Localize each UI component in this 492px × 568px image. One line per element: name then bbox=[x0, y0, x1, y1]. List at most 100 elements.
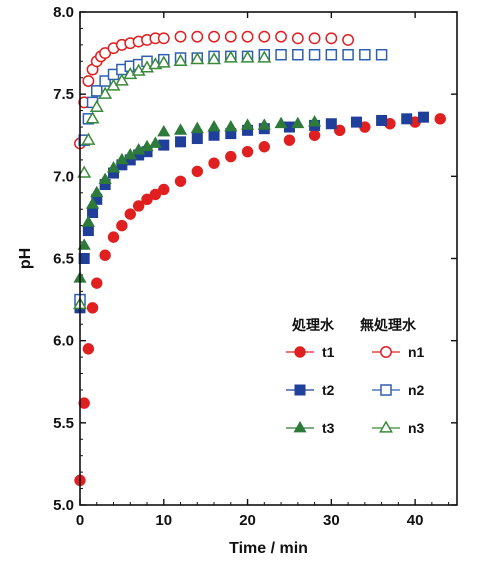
plot-frame bbox=[79, 11, 458, 506]
data-point-t2 bbox=[191, 133, 203, 145]
data-point-t1 bbox=[158, 183, 170, 196]
data-point-n3 bbox=[173, 53, 188, 66]
data-point-n2 bbox=[325, 48, 338, 61]
data-point-t2 bbox=[325, 118, 337, 130]
data-point-n3 bbox=[114, 73, 129, 86]
data-point-n2 bbox=[275, 48, 287, 61]
x-tick-label: 30 bbox=[323, 512, 340, 529]
data-point-n3 bbox=[89, 99, 104, 112]
data-point-n1 bbox=[157, 32, 170, 45]
data-point-n1 bbox=[291, 32, 304, 45]
y-tick-label: 5.5 bbox=[53, 415, 74, 432]
data-point-n3 bbox=[223, 50, 238, 63]
data-point-t1 bbox=[283, 134, 296, 146]
legend-entry-t1: t1 bbox=[286, 344, 335, 360]
legend-marker-t3 bbox=[293, 420, 307, 433]
y-tick-label: 5.0 bbox=[53, 497, 74, 514]
x-axis-ticks: 0 10 20 30 40 bbox=[76, 12, 450, 529]
data-point-t1 bbox=[124, 208, 136, 220]
data-point-t2 bbox=[78, 253, 90, 264]
data-point-n2 bbox=[359, 48, 371, 61]
x-axis-label: Time / min bbox=[229, 540, 308, 557]
data-point-t2 bbox=[87, 206, 99, 218]
legend-marker-n3 bbox=[379, 420, 393, 433]
data-point-t3 bbox=[106, 161, 121, 173]
data-point-t2 bbox=[208, 129, 220, 141]
data-point-t3 bbox=[90, 185, 104, 198]
data-point-n3 bbox=[257, 50, 272, 63]
data-point-t2 bbox=[350, 116, 362, 128]
legend-label-n1: n1 bbox=[408, 344, 425, 360]
legend-entry-t2: t2 bbox=[286, 382, 335, 398]
data-point-n1 bbox=[174, 30, 187, 43]
x-tick-label: 20 bbox=[239, 512, 256, 529]
data-point-n1 bbox=[308, 32, 321, 45]
data-point-t2 bbox=[82, 225, 94, 237]
data-point-t1 bbox=[116, 219, 128, 232]
data-point-t3 bbox=[132, 143, 146, 155]
data-point-n1 bbox=[258, 30, 271, 43]
data-point-t1 bbox=[225, 150, 237, 163]
data-series bbox=[73, 30, 446, 487]
series-n2 bbox=[74, 48, 388, 306]
data-point-t1 bbox=[434, 113, 446, 125]
data-point-n3 bbox=[156, 55, 171, 68]
data-point-t1 bbox=[149, 188, 162, 201]
legend-entry-t3: t3 bbox=[286, 420, 335, 436]
data-point-n2 bbox=[99, 75, 111, 87]
data-point-t3 bbox=[207, 120, 221, 132]
series-n1 bbox=[74, 30, 355, 150]
data-point-t3 bbox=[274, 116, 288, 129]
data-point-n1 bbox=[208, 30, 220, 43]
data-point-t1 bbox=[308, 129, 321, 141]
data-point-n2 bbox=[342, 48, 354, 61]
data-point-n3 bbox=[190, 52, 205, 65]
data-point-t2 bbox=[417, 111, 429, 123]
data-point-n1 bbox=[241, 30, 254, 43]
data-point-n2 bbox=[308, 48, 321, 61]
series-t1 bbox=[74, 113, 446, 487]
data-point-t1 bbox=[78, 397, 90, 409]
data-point-t1 bbox=[241, 145, 254, 158]
legend-header-untreated: 無処理水 bbox=[360, 317, 417, 334]
data-point-t3 bbox=[86, 197, 100, 209]
x-tick-label: 10 bbox=[155, 512, 172, 529]
data-point-t1 bbox=[82, 343, 95, 355]
data-point-t3 bbox=[173, 123, 188, 135]
data-point-t1 bbox=[258, 141, 271, 153]
data-point-n3 bbox=[240, 50, 255, 63]
data-point-t3 bbox=[190, 121, 204, 134]
legend-marker-t1 bbox=[294, 346, 306, 358]
data-point-n3 bbox=[98, 86, 113, 99]
data-point-t1 bbox=[107, 231, 120, 243]
data-point-n1 bbox=[275, 30, 288, 43]
data-point-t1 bbox=[141, 193, 153, 206]
data-point-t1 bbox=[132, 200, 145, 212]
x-tick-label: 40 bbox=[407, 512, 424, 529]
data-point-n2 bbox=[292, 48, 304, 61]
data-point-t3 bbox=[81, 215, 95, 227]
y-tick-label: 8.0 bbox=[53, 4, 74, 21]
data-point-t1 bbox=[334, 124, 346, 137]
data-point-t3 bbox=[240, 118, 255, 130]
legend-entry-n3: n3 bbox=[372, 420, 425, 436]
data-point-n3 bbox=[81, 132, 96, 145]
data-point-t3 bbox=[224, 120, 238, 132]
legend-entry-n1: n1 bbox=[372, 344, 425, 360]
data-point-t2 bbox=[376, 114, 388, 126]
y-tick-label: 7.0 bbox=[53, 168, 74, 185]
x-tick-label: 0 bbox=[76, 512, 84, 529]
data-point-n3 bbox=[77, 165, 92, 178]
legend-entry-n2: n2 bbox=[372, 382, 425, 398]
legend-marker-t2 bbox=[294, 384, 306, 396]
data-point-t3 bbox=[98, 172, 112, 185]
legend-label-t2: t2 bbox=[322, 382, 335, 398]
data-point-t1 bbox=[99, 249, 111, 261]
y-tick-label: 7.5 bbox=[53, 86, 74, 103]
data-point-t1 bbox=[91, 277, 103, 289]
legend-label-t1: t1 bbox=[322, 344, 335, 360]
data-point-t3 bbox=[157, 124, 171, 137]
data-point-t3 bbox=[257, 118, 271, 130]
data-point-n1 bbox=[191, 30, 204, 43]
